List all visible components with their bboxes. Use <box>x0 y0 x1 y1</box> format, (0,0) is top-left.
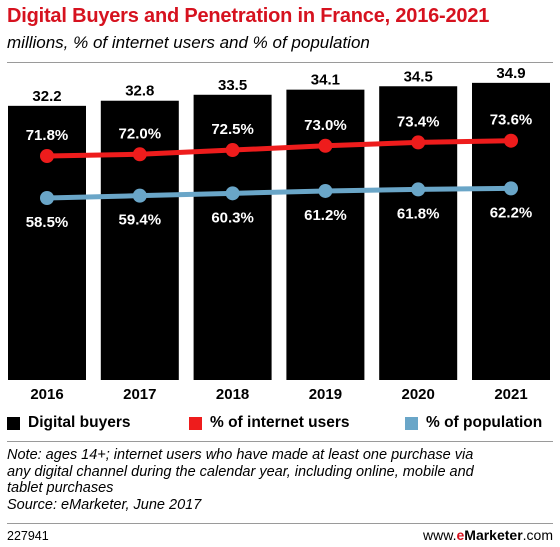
note-line: tablet purchases <box>7 480 114 496</box>
legend-label-population: % of population <box>426 414 543 431</box>
x-tick-label: 2020 <box>402 386 435 403</box>
legend-item-population: % of population <box>405 414 542 432</box>
bar-value-label: 34.1 <box>311 72 340 89</box>
brand-prefix: www. <box>423 527 457 543</box>
bar-value-label: 33.5 <box>218 77 247 94</box>
population-value-label: 60.3% <box>211 209 254 226</box>
brand-name: Marketer <box>464 527 523 543</box>
internet-users-value-label: 72.5% <box>211 121 254 138</box>
internet-users-point <box>132 147 147 162</box>
population-value-label: 58.5% <box>26 214 69 231</box>
internet-users-line <box>46 138 512 159</box>
bar-digital-buyers <box>8 105 86 380</box>
brand-url[interactable]: www.eMarketer.com <box>423 527 553 543</box>
internet-users-value-label: 73.6% <box>490 112 533 129</box>
combo-chart: 32.2 32.8 33.5 34.1 34.5 34.9 2016 2017 2018 2019… <box>8 65 550 403</box>
legend-label-internet-users: % of internet users <box>210 414 350 431</box>
footer-divider <box>7 523 553 524</box>
legend-label-digital-buyers: Digital buyers <box>28 414 131 431</box>
brand-e: e <box>456 527 465 543</box>
population-point <box>40 191 54 205</box>
population-point <box>411 182 426 197</box>
legend-swatch-internet-users <box>189 416 202 430</box>
bar-value-label: 34.5 <box>404 68 433 85</box>
internet-users-value-label: 71.8% <box>26 127 69 144</box>
legend-swatch-digital-buyers <box>7 416 20 430</box>
source-line: Source: eMarketer, June 2017 <box>7 496 202 513</box>
population-point <box>225 186 240 201</box>
population-point <box>504 181 518 196</box>
chart-title: Digital Buyers and Penetration in France… <box>7 5 490 27</box>
x-tick-label: 2021 <box>494 386 527 403</box>
bar-value-label: 32.2 <box>32 88 61 105</box>
brand-suffix: .com <box>522 527 553 543</box>
population-value-label: 61.2% <box>304 207 347 224</box>
internet-users-value-label: 73.0% <box>304 117 347 134</box>
x-tick-label: 2016 <box>30 386 63 403</box>
chart-note: Note: ages 14+; internet users who have … <box>7 447 553 513</box>
bar-digital-buyers <box>193 94 272 380</box>
bar-digital-buyers <box>286 89 365 381</box>
bar-value-label: 34.9 <box>496 65 525 82</box>
population-value-label: 62.2% <box>490 204 533 221</box>
bar-value-label: 32.8 <box>125 83 154 100</box>
internet-users-value-label: 73.4% <box>397 113 440 130</box>
chart-legend: Digital buyers % of internet users % of … <box>7 414 555 436</box>
x-tick-label: 2017 <box>123 386 156 403</box>
population-value-label: 61.8% <box>397 205 440 222</box>
legend-swatch-population <box>405 416 418 430</box>
internet-users-point <box>504 133 518 148</box>
population-line <box>46 185 512 201</box>
population-value-label: 59.4% <box>119 212 162 229</box>
note-line: any digital channel during the calendar … <box>7 463 474 480</box>
bar-digital-buyers <box>379 86 458 380</box>
bar-digital-buyers <box>472 82 550 380</box>
legend-item-internet-users: % of internet users <box>189 414 350 432</box>
internet-users-point <box>225 143 240 158</box>
legend-item-digital-buyers: Digital buyers <box>7 414 131 432</box>
internet-users-point <box>318 138 333 153</box>
chart-subtitle: millions, % of internet users and % of p… <box>7 33 370 52</box>
top-divider <box>7 62 553 63</box>
chart-id: 227941 <box>7 529 49 543</box>
population-point <box>318 183 333 198</box>
internet-users-value-label: 72.0% <box>119 125 162 142</box>
x-tick-label: 2018 <box>216 386 249 403</box>
bar-digital-buyers <box>100 100 179 380</box>
note-line: Note: ages 14+; internet users who have … <box>7 447 474 463</box>
population-point <box>132 188 147 203</box>
note-divider <box>7 441 553 442</box>
internet-users-point <box>40 149 54 163</box>
x-tick-label: 2019 <box>309 386 342 403</box>
internet-users-point <box>411 135 426 150</box>
